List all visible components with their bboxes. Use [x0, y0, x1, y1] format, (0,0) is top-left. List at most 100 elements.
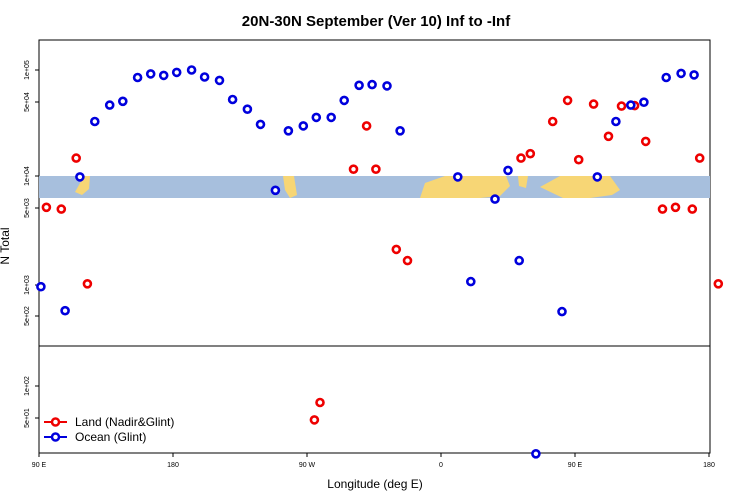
ocean-data-point — [60, 305, 70, 316]
lower-panel-frame — [38, 345, 711, 454]
land-data-point — [562, 95, 573, 106]
x-axis: 90 E 180 90 W 0 90 E 180 — [32, 453, 715, 469]
ocean-data-point — [514, 255, 525, 266]
land-north-america — [283, 176, 297, 198]
land-data-point — [309, 415, 320, 425]
land-data-point — [573, 154, 584, 165]
ocean-data-point — [382, 81, 392, 91]
land-data-point — [640, 136, 651, 147]
world-map-strip — [39, 176, 710, 198]
land-south-asia — [540, 176, 620, 198]
land-data-point — [71, 153, 81, 163]
ocean-data-point — [132, 72, 143, 83]
land-data-point — [371, 164, 381, 174]
land-data-point — [657, 204, 668, 214]
y-tick-label: 5e+01 — [24, 408, 31, 428]
legend-marker-land — [50, 417, 61, 427]
ocean-data-point — [661, 72, 672, 83]
ocean-data-point — [625, 100, 636, 110]
ocean-data-point — [118, 96, 128, 107]
land-data-point — [616, 101, 627, 111]
ocean-data-point — [557, 306, 567, 317]
ocean-data-point — [199, 72, 210, 82]
ocean-data-point — [592, 172, 603, 182]
ocean-data-point — [490, 194, 500, 204]
ocean-data-point — [689, 70, 699, 80]
land-data-point — [391, 244, 402, 255]
land-data-point — [670, 202, 681, 213]
plot-panels — [38, 39, 711, 454]
y-tick-label: 1e+05 — [24, 60, 31, 80]
x-tick-label: 180 — [703, 462, 715, 469]
ocean-data-point — [75, 172, 85, 182]
ocean-data-point — [255, 119, 266, 130]
land-data-point — [361, 121, 372, 131]
land-data-point — [687, 204, 698, 214]
land-asia-west — [75, 176, 90, 195]
ocean-data-point — [104, 100, 115, 110]
ocean-data-point — [354, 80, 364, 91]
y-tick-label: 1e+02 — [24, 376, 31, 396]
x-tick-label: 0 — [439, 462, 443, 469]
y-tick-label: 5e+03 — [24, 198, 31, 218]
land-north-africa — [420, 176, 510, 198]
ocean-data-point — [90, 116, 100, 127]
y-tick-label: 1e+03 — [24, 275, 31, 295]
ocean-data-point — [283, 126, 294, 136]
ocean-data-point — [611, 116, 621, 127]
ocean-data-point — [36, 281, 46, 292]
ocean-data-point — [395, 126, 405, 136]
ocean-data-point — [298, 121, 309, 131]
ocean-data-point — [676, 68, 686, 79]
ocean-data-point — [326, 112, 337, 123]
ocean-data-point — [186, 65, 197, 75]
x-tick-label: 90 W — [299, 462, 316, 469]
ocean-data-point — [145, 69, 156, 79]
ocean-data-point — [242, 104, 253, 114]
legend-label-land: Land (Nadir&Glint) — [75, 415, 174, 429]
land-data-point — [713, 278, 724, 289]
data-points — [36, 65, 724, 459]
chart-title: 20N-30N September (Ver 10) Inf to -Inf — [242, 13, 511, 30]
ocean-data-point — [171, 67, 182, 78]
land-data-point — [315, 397, 325, 408]
land-data-point — [56, 204, 67, 214]
land-data-point — [547, 116, 558, 127]
ocean-data-point — [214, 75, 225, 86]
x-tick-label: 180 — [167, 462, 179, 469]
ocean-data-point — [311, 112, 322, 123]
ocean-data-point — [503, 165, 513, 176]
land-data-point — [41, 202, 52, 213]
y-tick-label: 5e+04 — [24, 92, 31, 112]
ocean-data-point — [227, 94, 238, 105]
ocean-data-point — [639, 97, 649, 107]
x-axis-label: Longitude (deg E) — [327, 477, 422, 491]
y-axis-label: N Total — [0, 227, 12, 264]
ocean-data-point — [367, 79, 377, 90]
y-tick-label: 1e+04 — [24, 166, 31, 186]
land-data-point — [603, 131, 614, 142]
legend: Land (Nadir&Glint) Ocean (Glint) — [44, 415, 174, 444]
ocean-data-point — [452, 172, 463, 182]
ocean-data-point — [158, 70, 169, 81]
land-data-point — [525, 148, 536, 159]
y-tick-label: 5e+02 — [24, 306, 31, 326]
x-tick-label: 90 E — [568, 462, 583, 469]
y-axis: 1e+05 5e+04 1e+04 5e+03 1e+03 5e+02 1e+0… — [24, 60, 39, 428]
land-data-point — [694, 153, 705, 163]
land-arabia — [518, 176, 528, 188]
land-data-point — [82, 278, 93, 289]
land-data-point — [402, 255, 413, 266]
ocean-data-point — [465, 276, 476, 287]
land-data-point — [516, 153, 526, 163]
legend-marker-ocean — [50, 432, 61, 442]
ocean-data-point — [270, 185, 281, 196]
legend-label-ocean: Ocean (Glint) — [75, 430, 146, 444]
ocean-data-point — [531, 448, 541, 459]
land-data-point — [348, 164, 359, 174]
ocean-band — [39, 176, 710, 198]
x-tick-label: 90 E — [32, 462, 47, 469]
ocean-data-point — [339, 95, 350, 106]
land-data-point — [588, 99, 599, 109]
